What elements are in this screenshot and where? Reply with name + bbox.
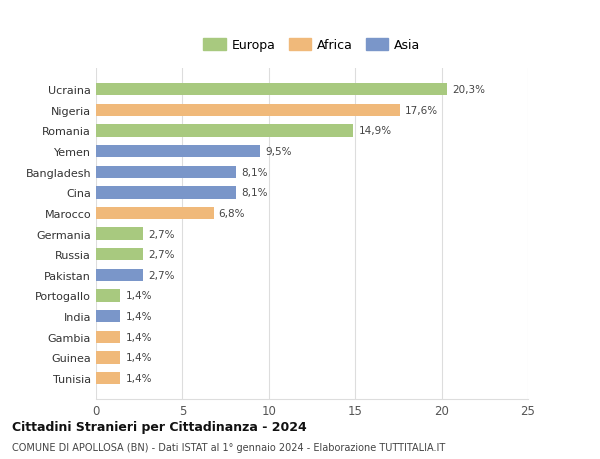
Bar: [96, 372, 120, 384]
Text: 20,3%: 20,3%: [452, 85, 485, 95]
Text: 2,7%: 2,7%: [148, 270, 175, 280]
Text: 2,7%: 2,7%: [148, 250, 175, 260]
Text: 9,5%: 9,5%: [265, 147, 292, 157]
Text: 14,9%: 14,9%: [359, 126, 392, 136]
Text: COMUNE DI APOLLOSA (BN) - Dati ISTAT al 1° gennaio 2024 - Elaborazione TUTTITALI: COMUNE DI APOLLOSA (BN) - Dati ISTAT al …: [12, 442, 445, 452]
Bar: [96, 84, 447, 96]
Text: 1,4%: 1,4%: [125, 291, 152, 301]
Text: 1,4%: 1,4%: [125, 353, 152, 363]
Bar: [96, 228, 143, 240]
Legend: Europa, Africa, Asia: Europa, Africa, Asia: [200, 35, 424, 56]
Text: Cittadini Stranieri per Cittadinanza - 2024: Cittadini Stranieri per Cittadinanza - 2…: [12, 420, 307, 433]
Bar: [96, 146, 260, 158]
Text: 8,1%: 8,1%: [241, 168, 268, 177]
Text: 6,8%: 6,8%: [218, 208, 245, 218]
Bar: [96, 207, 214, 220]
Text: 8,1%: 8,1%: [241, 188, 268, 198]
Bar: [96, 248, 143, 261]
Bar: [96, 187, 236, 199]
Bar: [96, 310, 120, 323]
Bar: [96, 269, 143, 281]
Text: 1,4%: 1,4%: [125, 373, 152, 383]
Bar: [96, 166, 236, 179]
Bar: [96, 352, 120, 364]
Bar: [96, 125, 353, 137]
Text: 1,4%: 1,4%: [125, 332, 152, 342]
Text: 17,6%: 17,6%: [406, 106, 439, 116]
Bar: [96, 290, 120, 302]
Text: 1,4%: 1,4%: [125, 311, 152, 321]
Text: 2,7%: 2,7%: [148, 229, 175, 239]
Bar: [96, 331, 120, 343]
Bar: [96, 105, 400, 117]
